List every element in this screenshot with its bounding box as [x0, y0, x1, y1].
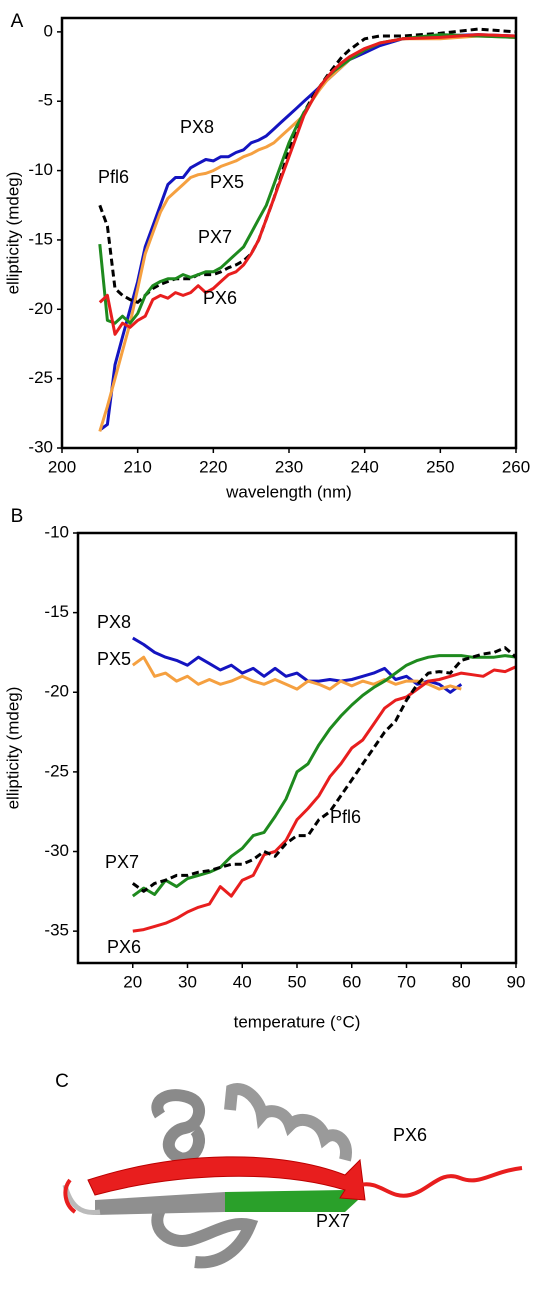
data-line: [98, 33, 517, 325]
series-label: PX6: [203, 288, 237, 308]
px7-strand: [225, 1190, 358, 1212]
y-tick-label: -15: [28, 229, 53, 248]
x-tick-label: 210: [123, 457, 151, 476]
y-tick-label: -35: [44, 921, 69, 940]
data-line: [131, 655, 462, 691]
series-label: PX5: [210, 172, 244, 192]
y-tick-label: -30: [44, 841, 69, 860]
y-axis-title: ellipticity (mdeg): [3, 172, 22, 295]
plot-frame: [76, 531, 518, 965]
y-tick-label: -10: [44, 522, 69, 541]
panel-label: C: [55, 1071, 69, 1092]
y-tick-label: -30: [28, 437, 53, 456]
protein-cartoon: [62, 1083, 523, 1269]
series-label: Pfl6: [330, 807, 361, 827]
y-axis-title: ellipticity (mdeg): [3, 687, 22, 810]
series-label: PX6: [107, 937, 141, 957]
y-tick-label: -15: [44, 602, 69, 621]
x-tick-label: 90: [507, 972, 526, 991]
terminus: [63, 1178, 77, 1214]
y-tick-label: -25: [28, 368, 53, 387]
x-tick-label: 260: [502, 457, 530, 476]
panel-label: A: [11, 11, 24, 32]
plot-frame: [60, 16, 518, 450]
data-line: [131, 646, 517, 893]
x-tick-label: 240: [350, 457, 378, 476]
px6-strand: [87, 1156, 366, 1201]
data-line: [98, 33, 517, 336]
x-tick-label: 250: [426, 457, 454, 476]
y-tick-label: -20: [44, 682, 69, 701]
x-tick-label: 30: [178, 972, 197, 991]
series-label: PX8: [97, 612, 131, 632]
y-tick-label: 0: [44, 21, 53, 40]
strand: [95, 1192, 225, 1215]
x-tick-label: 70: [397, 972, 416, 991]
x-tick-label: 60: [342, 972, 361, 991]
x-tick-label: 80: [452, 972, 471, 991]
helix: [151, 1207, 259, 1269]
y-tick-label: -5: [38, 91, 53, 110]
structure-label: PX7: [316, 1211, 350, 1231]
panel-label: B: [11, 506, 24, 527]
series-label: PX7: [198, 227, 232, 247]
y-tick-label: -20: [28, 299, 53, 318]
series-label: PX5: [97, 649, 131, 669]
px6-tail: [359, 1166, 523, 1198]
x-tick-label: 230: [275, 457, 303, 476]
x-tick-label: 200: [48, 457, 76, 476]
data-line: [132, 665, 517, 933]
helix: [151, 1089, 205, 1165]
x-axis-title: wavelength (nm): [225, 482, 352, 501]
data-line: [132, 636, 463, 694]
x-axis-title: temperature (°C): [234, 1012, 361, 1031]
helix: [224, 1083, 352, 1162]
series-label: PX7: [105, 852, 139, 872]
y-tick-label: -25: [44, 761, 69, 780]
structure-label: PX6: [393, 1125, 427, 1145]
series-label: Pfl6: [98, 167, 129, 187]
x-tick-label: 50: [288, 972, 307, 991]
series-label: PX8: [180, 117, 214, 137]
x-tick-label: 220: [199, 457, 227, 476]
data-line: [131, 654, 517, 898]
x-tick-label: 20: [123, 972, 142, 991]
x-tick-label: 40: [233, 972, 252, 991]
y-tick-label: -10: [28, 160, 53, 179]
